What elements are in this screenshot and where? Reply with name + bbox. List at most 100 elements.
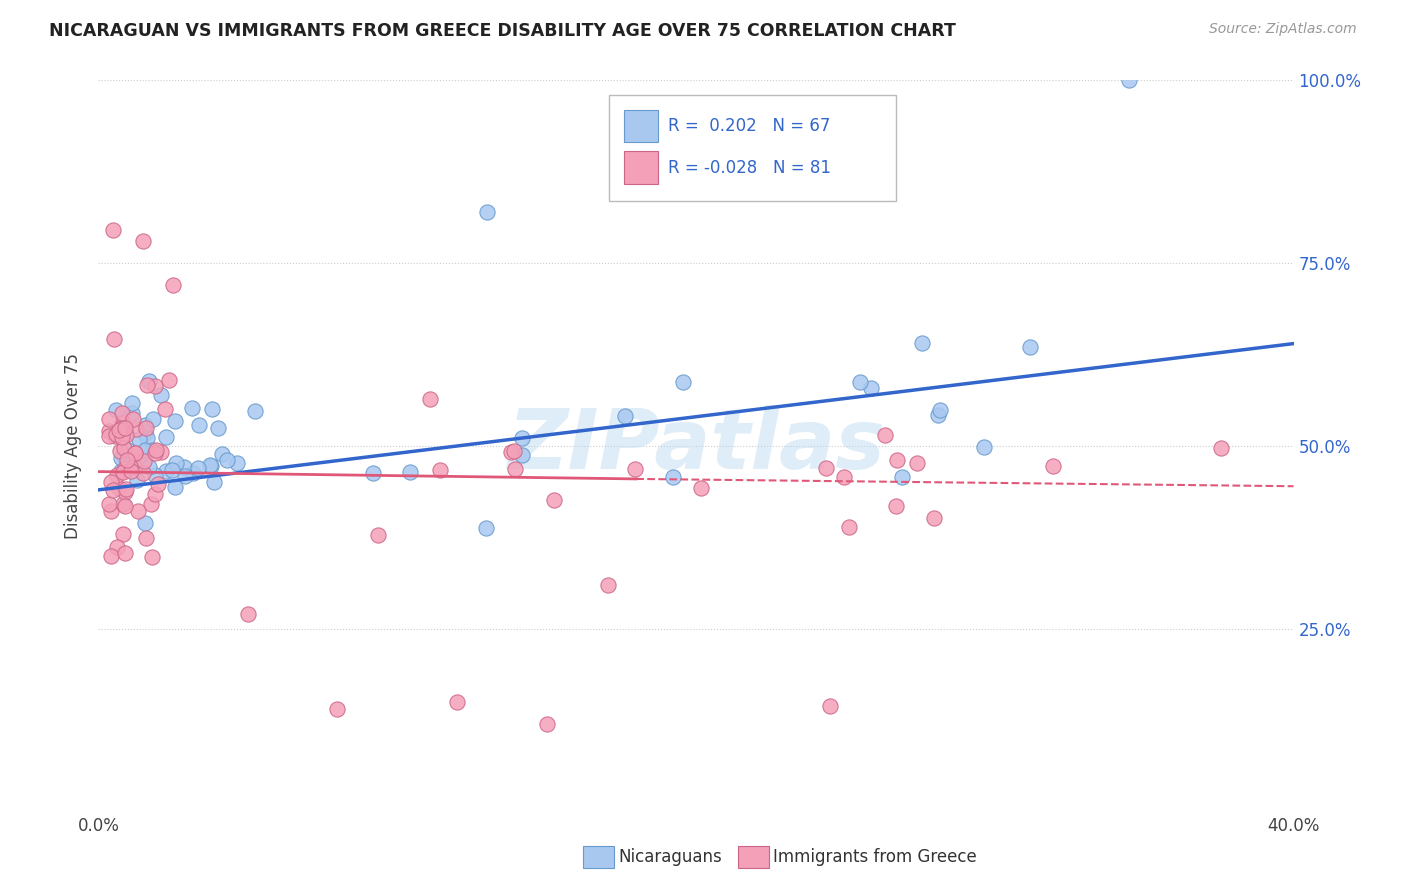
Point xyxy=(134,442,156,457)
Point xyxy=(367,527,389,541)
Point xyxy=(122,459,145,474)
Point xyxy=(624,462,647,476)
Text: R = -0.028   N = 81: R = -0.028 N = 81 xyxy=(668,159,831,177)
Point xyxy=(884,499,907,513)
Point xyxy=(115,427,138,442)
Point xyxy=(143,467,166,482)
Point xyxy=(503,443,526,458)
Point xyxy=(173,468,195,483)
Point xyxy=(153,402,176,417)
Point xyxy=(110,420,132,434)
Point xyxy=(142,412,165,426)
Point xyxy=(134,426,156,441)
Point xyxy=(165,456,187,470)
Bar xyxy=(624,152,658,184)
Y-axis label: Disability Age Over 75: Disability Age Over 75 xyxy=(65,353,83,539)
Point xyxy=(138,460,160,475)
Point xyxy=(120,455,142,469)
Point xyxy=(141,549,163,564)
Point xyxy=(326,702,349,716)
Point xyxy=(150,444,173,458)
Point xyxy=(105,540,128,554)
Point xyxy=(114,546,136,560)
Point xyxy=(155,430,177,444)
Point xyxy=(114,500,136,514)
Point xyxy=(100,549,122,564)
Point xyxy=(361,466,384,480)
Point xyxy=(211,447,233,461)
Point xyxy=(927,409,949,423)
Point xyxy=(114,461,136,475)
Point xyxy=(187,461,209,475)
Point xyxy=(120,464,142,478)
Point xyxy=(98,411,121,425)
Point xyxy=(108,481,131,495)
Point xyxy=(117,443,139,458)
Point xyxy=(114,482,136,496)
Point xyxy=(98,497,121,511)
Point xyxy=(103,332,125,346)
Point xyxy=(543,493,565,508)
Point xyxy=(165,480,187,494)
Point xyxy=(1019,341,1042,355)
Point xyxy=(110,464,132,478)
Point xyxy=(100,504,122,518)
Point xyxy=(141,442,163,457)
Point xyxy=(108,423,131,437)
Point xyxy=(475,521,498,535)
Point xyxy=(201,401,224,416)
Point xyxy=(905,456,928,470)
Point xyxy=(124,445,146,459)
Text: NICARAGUAN VS IMMIGRANTS FROM GREECE DISABILITY AGE OVER 75 CORRELATION CHART: NICARAGUAN VS IMMIGRANTS FROM GREECE DIS… xyxy=(49,22,956,40)
Point xyxy=(598,578,620,592)
Point xyxy=(127,504,149,518)
Point xyxy=(136,377,159,392)
Point xyxy=(160,463,183,477)
Text: Nicaraguans: Nicaraguans xyxy=(619,848,723,866)
Point xyxy=(114,485,136,500)
Point xyxy=(143,446,166,460)
Point xyxy=(100,475,122,489)
Point xyxy=(662,470,685,484)
Bar xyxy=(624,110,658,143)
Point xyxy=(499,445,522,459)
Point xyxy=(173,460,195,475)
Point xyxy=(110,443,132,458)
Point xyxy=(1209,442,1232,456)
Point xyxy=(124,446,146,460)
Point xyxy=(814,461,837,475)
Point xyxy=(202,475,225,489)
Point xyxy=(973,440,995,454)
Point xyxy=(922,510,945,524)
Point xyxy=(181,466,204,480)
Point xyxy=(145,443,167,458)
Text: Immigrants from Greece: Immigrants from Greece xyxy=(773,848,977,866)
Point xyxy=(121,396,143,410)
Point xyxy=(111,417,134,431)
Point xyxy=(97,424,120,438)
Point xyxy=(138,374,160,388)
Point xyxy=(103,223,125,237)
Point xyxy=(104,426,127,441)
Point xyxy=(135,431,157,445)
Point xyxy=(128,432,150,446)
Point xyxy=(139,497,162,511)
Point xyxy=(429,463,451,477)
Point xyxy=(132,234,155,248)
Point xyxy=(181,401,204,415)
Point xyxy=(510,431,533,445)
Point xyxy=(112,450,135,464)
Point xyxy=(135,421,157,435)
Point xyxy=(117,456,139,470)
Point xyxy=(134,417,156,432)
Point xyxy=(135,531,157,545)
Point xyxy=(886,453,908,467)
Point xyxy=(446,695,468,709)
Point xyxy=(134,516,156,531)
Point xyxy=(104,429,127,443)
Point xyxy=(128,452,150,467)
Point xyxy=(929,403,952,417)
Point xyxy=(848,375,870,389)
Point xyxy=(162,278,184,293)
Point xyxy=(832,470,855,484)
